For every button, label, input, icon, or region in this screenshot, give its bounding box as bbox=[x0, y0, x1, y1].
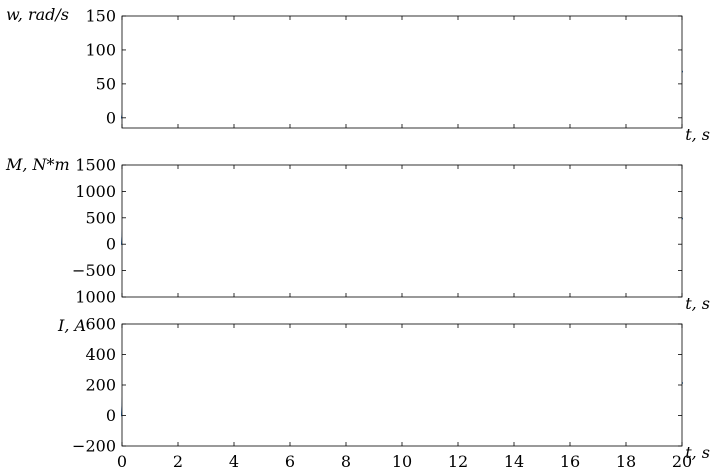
y-tick-label: 0 bbox=[106, 108, 116, 127]
plot-frame bbox=[121, 15, 683, 129]
x-axis-label: t, s bbox=[685, 294, 710, 313]
y-tick-label: 50 bbox=[96, 74, 116, 93]
chart-panel-2: 1000 −500 0 500 1000 1500 M, N*m t, s bbox=[5, 155, 710, 313]
x-tick-label: 6 bbox=[285, 452, 295, 471]
y-tick-label: 1500 bbox=[75, 156, 116, 175]
y-tick-label: 200 bbox=[85, 376, 116, 395]
x-tick-label: 14 bbox=[504, 452, 524, 471]
y-axis-label: M, N*m bbox=[5, 155, 70, 174]
y-tick-label: 400 bbox=[85, 345, 116, 364]
x-tick-label: 18 bbox=[616, 452, 636, 471]
x-axis-label: t, s bbox=[685, 443, 710, 462]
plot-frame bbox=[121, 164, 683, 298]
x-tick-label: 2 bbox=[173, 452, 183, 471]
y-tick-label: 0 bbox=[106, 235, 116, 254]
y-tick-label: 150 bbox=[85, 7, 116, 26]
x-tick-label: 10 bbox=[392, 452, 412, 471]
plot-frame bbox=[121, 323, 683, 447]
y-tick-label: 600 bbox=[85, 315, 116, 334]
y-tick-label: 1000 bbox=[75, 288, 116, 307]
y-tick-label: 1000 bbox=[75, 182, 116, 201]
y-tick-label: 0 bbox=[106, 406, 116, 425]
y-tick-label: −200 bbox=[72, 437, 116, 456]
x-tick-label: 20 bbox=[672, 452, 692, 471]
x-tick-label: 4 bbox=[229, 452, 239, 471]
y-tick-label: 500 bbox=[85, 208, 116, 227]
x-axis-label: t, s bbox=[685, 125, 710, 144]
y-tick-label: −500 bbox=[72, 261, 116, 280]
x-tick-label: 12 bbox=[448, 452, 468, 471]
y-axis-label: w, rad/s bbox=[6, 5, 69, 24]
chart-panel-1: 0 50 100 150 w, rad/s t, s bbox=[6, 5, 710, 144]
x-tick-label: 0 bbox=[117, 452, 127, 471]
x-tick-label: 16 bbox=[560, 452, 580, 471]
y-axis-label: I, A bbox=[57, 316, 86, 335]
y-tick-label: 100 bbox=[85, 40, 116, 59]
x-tick-label: 8 bbox=[341, 452, 351, 471]
